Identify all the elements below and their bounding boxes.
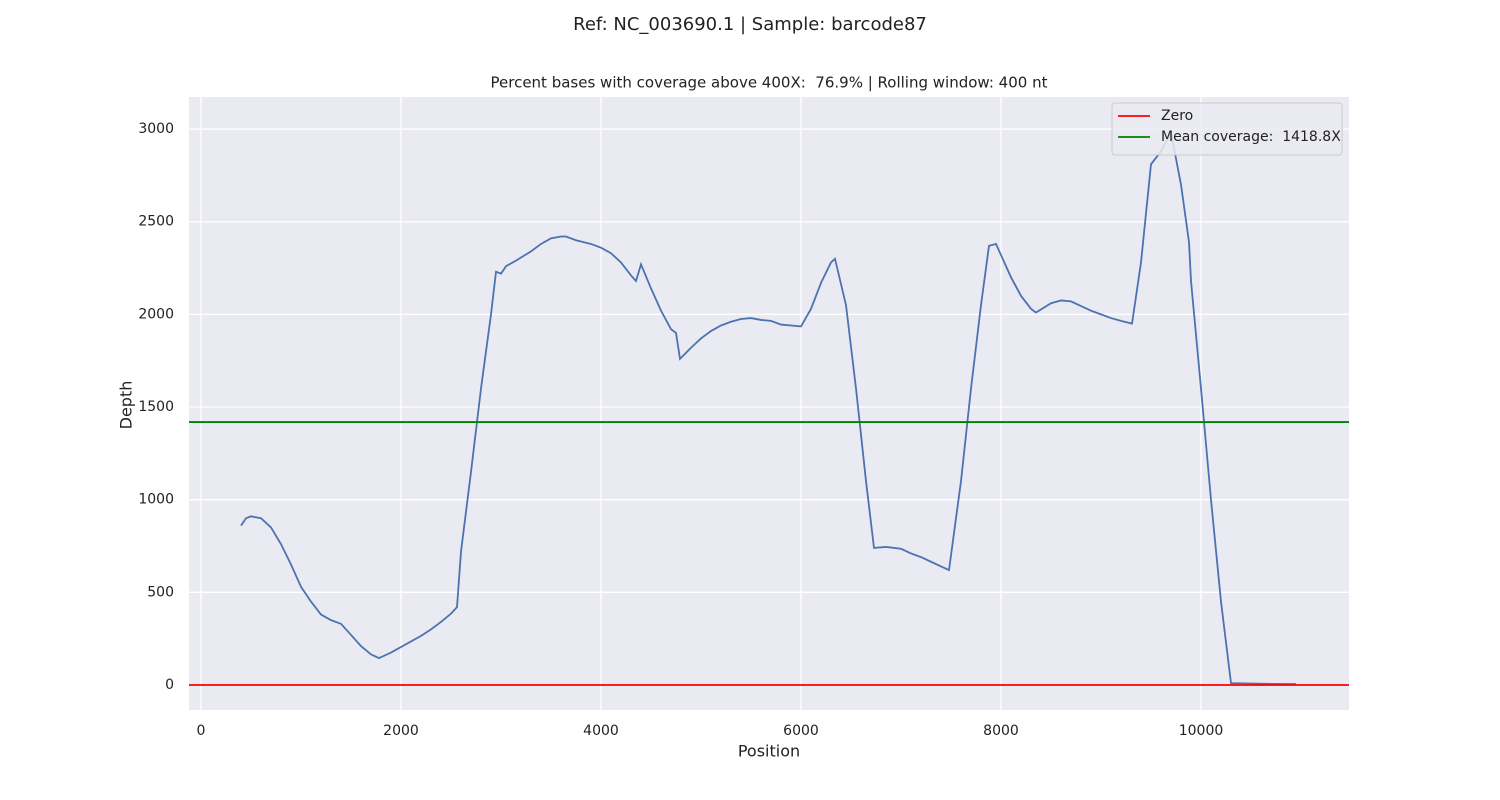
legend-box xyxy=(1111,102,1343,156)
y-axis-label: Depth xyxy=(117,381,136,430)
plot-area xyxy=(189,97,1349,710)
legend-label: Mean coverage: 1418.8X xyxy=(1161,129,1341,145)
x-tick-label: 4000 xyxy=(583,723,619,739)
y-tick-label: 1500 xyxy=(138,399,174,415)
x-tick-label: 6000 xyxy=(783,723,819,739)
x-axis-label: Position xyxy=(738,742,800,761)
y-tick-label: 0 xyxy=(165,677,174,693)
y-tick-label: 2000 xyxy=(138,306,174,322)
x-tick-label: 0 xyxy=(197,723,206,739)
x-tick-label: 10000 xyxy=(1179,723,1224,739)
y-tick-label: 2500 xyxy=(138,214,174,230)
x-tick-label: 2000 xyxy=(383,723,419,739)
x-tick-label: 8000 xyxy=(983,723,1019,739)
suptitle: Ref: NC_003690.1 | Sample: barcode87 xyxy=(573,14,927,35)
legend-label: Zero xyxy=(1161,108,1193,124)
y-tick-label: 500 xyxy=(147,584,174,600)
y-tick-label: 3000 xyxy=(138,121,174,137)
chart-title: Percent bases with coverage above 400X: … xyxy=(491,74,1048,92)
data-line xyxy=(240,130,1297,685)
y-tick-label: 1000 xyxy=(138,492,174,508)
